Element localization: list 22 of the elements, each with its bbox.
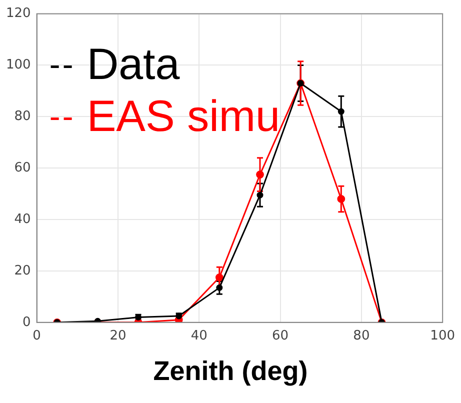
x-tick-label: 20 [110, 328, 126, 344]
point [215, 273, 224, 282]
y-tick-label: 20 [14, 263, 31, 278]
x-axis-title: Zenith (deg) [152, 356, 309, 387]
legend-label: EAS simu [86, 92, 280, 141]
point [216, 284, 223, 291]
y-tick-label: 80 [14, 109, 31, 124]
y-tick-label: 120 [6, 6, 31, 22]
x-tick-label: 80 [353, 328, 370, 344]
y-tick-label: 40 [14, 212, 31, 227]
point [256, 192, 264, 198]
x-tick-label: 0 [32, 328, 41, 344]
point [338, 108, 344, 115]
x-tick-label: 100 [430, 328, 456, 344]
y-tick-label: 0 [22, 314, 31, 330]
point [337, 195, 346, 203]
x-tick-label: 40 [190, 328, 208, 344]
x-tick-label: 60 [272, 328, 289, 344]
y-tick-label: 100 [6, 58, 31, 73]
y-tick-label: 60 [14, 160, 31, 176]
legend-label: Data [86, 40, 180, 89]
point [256, 170, 264, 178]
